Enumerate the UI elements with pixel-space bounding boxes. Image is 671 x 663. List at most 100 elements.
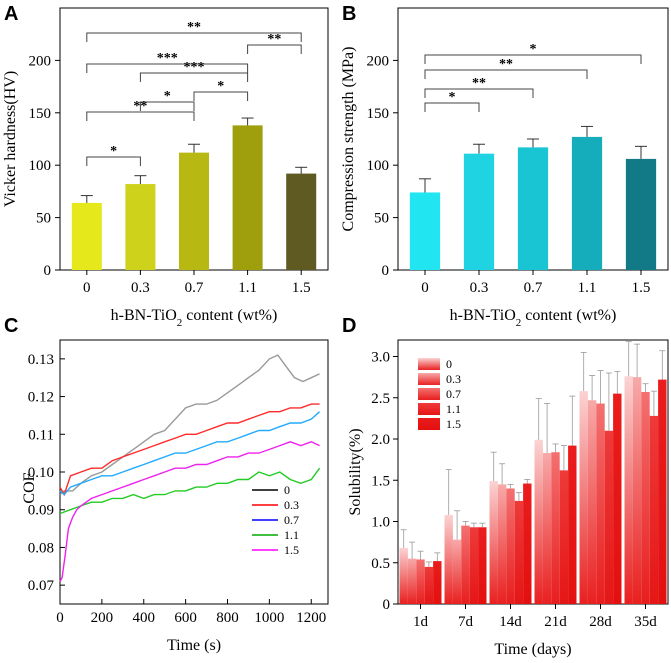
bar xyxy=(596,403,605,604)
series-line-0-3 xyxy=(59,403,320,497)
x-tick-label: 1200 xyxy=(296,610,326,626)
x-tick-label: 1.5 xyxy=(292,280,311,296)
x-tick-label: 0.7 xyxy=(185,280,204,296)
y-axis-label: Vicker hardness(HV) xyxy=(2,71,19,207)
x-tick-label: 1000 xyxy=(254,610,284,626)
x-tick-label: 0 xyxy=(83,280,91,296)
significance-bracket xyxy=(424,69,588,79)
x-tick-label: 1.5 xyxy=(632,280,651,296)
legend-swatch xyxy=(418,418,440,430)
x-tick-label: 200 xyxy=(91,610,114,626)
y-tick-label: 0.09 xyxy=(28,503,54,519)
bar xyxy=(489,481,498,604)
legend-label: 1.1 xyxy=(284,528,299,542)
y-tick-label: 0.11 xyxy=(28,427,54,443)
significance-bracket xyxy=(424,88,534,98)
panel-label-d: D xyxy=(342,315,356,337)
y-tick-label: 200 xyxy=(367,53,390,69)
significance-label: * xyxy=(530,42,537,57)
panel-label-a: A xyxy=(4,3,18,25)
significance-bracket xyxy=(424,54,642,64)
chart-d: 00.51.01.52.02.53.01d 7d 14d 21d 28d 35d00.30… xyxy=(347,339,669,658)
bar xyxy=(506,488,515,604)
y-tick-label: 0.10 xyxy=(28,465,54,481)
y-axis-label: COF xyxy=(21,472,38,503)
bar xyxy=(534,439,543,604)
bar xyxy=(461,525,470,604)
x-tick-label: 0 xyxy=(56,610,64,626)
chart-c: 0.07 0.08 0.09 0.10 0.11 0.12 0.13 0 200 400 600 80… xyxy=(21,339,329,654)
x-tick-label: 21d xyxy=(544,614,567,630)
legend-label: 0 xyxy=(284,483,290,497)
bar xyxy=(497,484,507,604)
bar xyxy=(542,453,552,604)
legend-label: 0.3 xyxy=(446,372,461,386)
bar xyxy=(523,483,532,604)
legend-label: 0.3 xyxy=(284,498,299,512)
bar xyxy=(409,192,441,270)
y-tick-label: 0.08 xyxy=(28,540,54,556)
y-tick-label: 1.0 xyxy=(371,515,390,531)
significance-label: *** xyxy=(157,51,178,66)
bar xyxy=(399,547,408,604)
significance-bracket xyxy=(86,63,249,73)
x-tick-label: 28d xyxy=(589,614,612,630)
x-tick-label: 800 xyxy=(216,610,239,626)
bar xyxy=(604,430,614,604)
bar xyxy=(587,400,597,604)
bar xyxy=(632,377,642,604)
significance-label: ** xyxy=(187,20,201,35)
legend-label: 1.5 xyxy=(446,417,461,431)
bar xyxy=(613,393,622,604)
bar xyxy=(559,470,569,604)
x-tick-label: 600 xyxy=(174,610,197,626)
x-axis-label: Time (s) xyxy=(167,637,221,654)
significance-bracket xyxy=(86,156,141,166)
panel-label-c: C xyxy=(4,315,18,337)
y-tick-label: 0.5 xyxy=(371,556,390,572)
significance-bracket xyxy=(247,44,302,54)
x-tick-label: 0.3 xyxy=(470,280,489,296)
series-line-1-5 xyxy=(59,441,320,582)
y-tick-label: 150 xyxy=(29,106,52,122)
legend-swatch xyxy=(418,373,440,385)
x-axis-label: h-BN-TiO2 content (wt%) xyxy=(111,307,278,329)
legend-label: 0.7 xyxy=(284,513,299,527)
y-tick-label: 200 xyxy=(29,53,52,69)
bar xyxy=(624,376,633,604)
y-tick-label: 50 xyxy=(374,211,389,227)
legend-swatch xyxy=(418,388,440,400)
y-tick-label: 0 xyxy=(44,263,52,279)
y-tick-label: 0 xyxy=(383,597,391,613)
x-axis-label: h-BN-TiO2 content (wt%) xyxy=(450,307,617,329)
legend-label: 0.7 xyxy=(446,387,461,401)
significance-bracket xyxy=(139,101,195,111)
bar xyxy=(452,539,462,604)
bar xyxy=(286,173,317,270)
bar xyxy=(232,125,263,270)
x-tick-label: 1.1 xyxy=(578,280,597,296)
y-tick-label: 1.5 xyxy=(371,473,390,489)
y-tick-label: 0.07 xyxy=(28,578,55,594)
y-tick-label: 50 xyxy=(36,211,51,227)
y-axis-label: Compression strength (MPa) xyxy=(340,47,357,232)
panel-label-b: B xyxy=(342,3,356,25)
series-line-0-7 xyxy=(59,411,321,496)
series-line-1-1 xyxy=(59,467,321,515)
bar xyxy=(625,158,657,270)
bar xyxy=(416,559,425,604)
bar xyxy=(424,566,434,604)
bar xyxy=(649,415,659,604)
x-axis-label: Time (days) xyxy=(494,641,571,658)
significance-bracket xyxy=(193,91,249,101)
bar xyxy=(463,153,495,270)
x-tick-label: 400 xyxy=(133,610,156,626)
y-tick-label: 100 xyxy=(367,158,390,174)
y-tick-label: 0 xyxy=(382,263,390,279)
bar xyxy=(579,391,588,604)
significance-label: ** xyxy=(267,32,281,47)
y-tick-label: 100 xyxy=(29,158,52,174)
